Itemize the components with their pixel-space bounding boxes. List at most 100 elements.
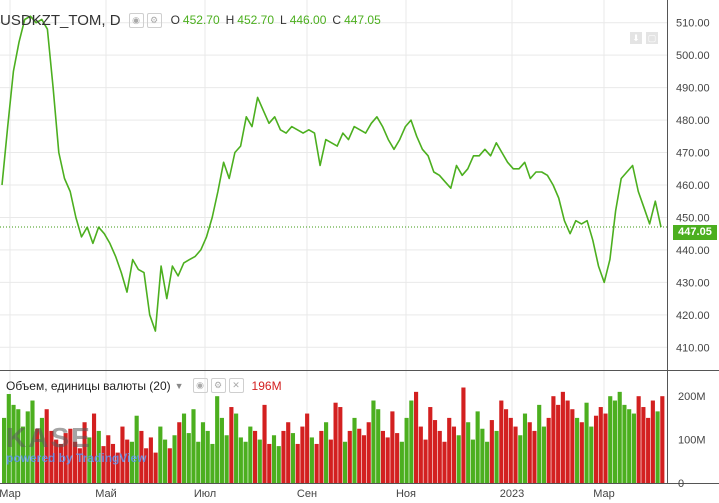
volume-bar bbox=[503, 409, 509, 483]
volume-bar bbox=[158, 426, 163, 483]
volume-bar bbox=[262, 404, 267, 483]
volume-bar bbox=[636, 396, 641, 483]
volume-bar bbox=[11, 404, 16, 483]
volume-bar bbox=[442, 441, 447, 483]
volume-bar bbox=[129, 441, 134, 483]
maximize-icon[interactable]: ▢ bbox=[646, 32, 658, 44]
price-line[interactable] bbox=[1, 15, 662, 332]
volume-bar bbox=[6, 394, 11, 483]
volume-bar bbox=[423, 439, 428, 483]
symbol-title[interactable]: USDKZT_TOM, D bbox=[0, 11, 121, 29]
volume-bar bbox=[181, 413, 187, 483]
volume-bar bbox=[366, 422, 371, 483]
price-tick-label: 410.00 bbox=[676, 342, 710, 354]
price-tick-label: 490.00 bbox=[676, 83, 710, 95]
volume-bar bbox=[432, 420, 438, 483]
volume-bar bbox=[319, 430, 324, 483]
volume-bar bbox=[2, 417, 7, 483]
volume-bar bbox=[546, 417, 551, 483]
volume-bar bbox=[489, 420, 494, 483]
volume-bar bbox=[328, 439, 333, 483]
volume-bar bbox=[25, 411, 30, 483]
price-tick-label: 480.00 bbox=[676, 115, 710, 127]
high-value: 452.70 bbox=[237, 13, 274, 27]
volume-bar bbox=[44, 409, 49, 483]
volume-bar bbox=[196, 441, 201, 483]
time-tick-label: Мар bbox=[593, 488, 615, 500]
close-key: C bbox=[332, 13, 342, 27]
volume-bar bbox=[238, 437, 243, 483]
volume-bar bbox=[404, 417, 409, 483]
volume-bar bbox=[148, 437, 153, 483]
volume-bar bbox=[305, 413, 310, 483]
volume-bar bbox=[579, 422, 584, 483]
eye-icon[interactable]: ◉ bbox=[192, 378, 208, 393]
price-tick-label: 500.00 bbox=[676, 50, 710, 62]
volume-bar bbox=[395, 433, 400, 483]
volume-bar bbox=[106, 435, 111, 483]
volume-bar bbox=[371, 400, 376, 483]
gear-icon[interactable]: ⚙ bbox=[210, 378, 226, 393]
volume-bar bbox=[537, 404, 542, 483]
chevron-down-icon[interactable]: ▼ bbox=[174, 380, 184, 391]
volume-bar bbox=[660, 396, 665, 483]
volume-bar bbox=[125, 439, 130, 483]
volume-value: 196M bbox=[251, 378, 282, 393]
price-tick-label: 440.00 bbox=[676, 245, 710, 257]
volume-bar bbox=[499, 400, 504, 483]
volume-bar bbox=[224, 435, 229, 483]
volume-bar bbox=[342, 441, 348, 483]
powered-by-tradingview[interactable]: powered by TradingView bbox=[6, 451, 147, 465]
volume-bar bbox=[101, 446, 106, 483]
volume-bar bbox=[77, 448, 82, 483]
move-down-icon[interactable]: ⬇ bbox=[630, 32, 642, 44]
volume-bar bbox=[120, 426, 125, 483]
high-key: H bbox=[225, 13, 235, 27]
volume-bar bbox=[172, 435, 177, 483]
close-icon[interactable]: ✕ bbox=[228, 378, 244, 393]
volume-bar bbox=[352, 417, 357, 483]
volume-bar bbox=[650, 400, 655, 483]
gear-icon[interactable]: ⚙ bbox=[146, 12, 162, 28]
volume-bar bbox=[622, 404, 627, 483]
volume-bar bbox=[518, 435, 523, 483]
volume-bar bbox=[134, 415, 139, 483]
volume-bar bbox=[414, 391, 419, 483]
volume-label[interactable]: Объем, единицы валюты (20) bbox=[6, 378, 171, 393]
volume-bar bbox=[480, 428, 485, 483]
volume-bar bbox=[153, 452, 158, 483]
volume-bar bbox=[522, 413, 528, 483]
volume-bar bbox=[252, 430, 258, 483]
volume-bar bbox=[437, 430, 442, 483]
volume-bar bbox=[361, 435, 367, 483]
volume-bar bbox=[177, 422, 182, 483]
volume-bar bbox=[96, 430, 101, 483]
low-key: L bbox=[280, 13, 287, 27]
volume-bar bbox=[276, 446, 281, 483]
volume-bar bbox=[243, 441, 248, 483]
volume-bar bbox=[589, 426, 594, 483]
volume-bar bbox=[357, 428, 362, 483]
price-tick-label: 450.00 bbox=[676, 212, 710, 224]
volume-tick-label: 0 bbox=[678, 478, 684, 490]
eye-icon[interactable]: ◉ bbox=[128, 12, 144, 28]
volume-bar bbox=[560, 391, 565, 483]
volume-bar bbox=[200, 422, 206, 483]
volume-bar bbox=[631, 413, 636, 483]
volume-bar bbox=[409, 400, 414, 483]
chart-legend: USDKZT_TOM, D ◉ ⚙ O 452.70 H 452.70 L 44… bbox=[0, 8, 387, 32]
volume-bar bbox=[475, 411, 480, 483]
volume-bar bbox=[234, 413, 239, 483]
time-tick-label: Ноя bbox=[396, 488, 416, 500]
volume-bar bbox=[565, 400, 570, 483]
price-tick-label: 470.00 bbox=[676, 148, 710, 160]
volume-bar bbox=[139, 430, 144, 483]
volume-bar bbox=[39, 417, 45, 483]
volume-bar bbox=[494, 430, 499, 483]
volume-legend: Объем, единицы валюты (20) ▼ ◉ ⚙ ✕ 196M bbox=[6, 378, 282, 393]
volume-bar bbox=[144, 448, 149, 483]
volume-bar bbox=[267, 443, 272, 483]
volume-bar bbox=[91, 413, 97, 483]
time-tick-label: Мар bbox=[0, 488, 21, 500]
